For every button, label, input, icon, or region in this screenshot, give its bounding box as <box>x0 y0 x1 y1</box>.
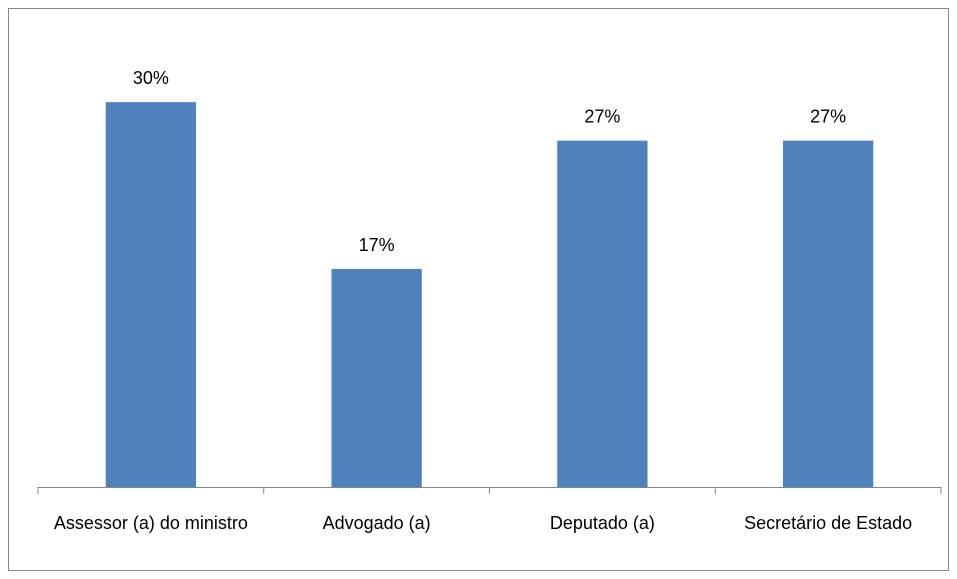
bar <box>782 140 874 487</box>
data-label: 17% <box>359 235 395 255</box>
data-label: 27% <box>584 107 620 127</box>
x-tick-label: Deputado (a) <box>549 513 655 533</box>
x-tick-label: Assessor (a) do ministro <box>53 513 248 533</box>
data-label: 27% <box>810 107 846 127</box>
bar <box>105 102 197 488</box>
x-tick-label: Advogado (a) <box>322 513 431 533</box>
bar <box>557 140 648 487</box>
data-label: 30% <box>133 68 169 88</box>
bar <box>331 268 422 487</box>
x-tick-label: Secretário de Estado <box>744 513 913 533</box>
chart-border <box>8 8 949 571</box>
